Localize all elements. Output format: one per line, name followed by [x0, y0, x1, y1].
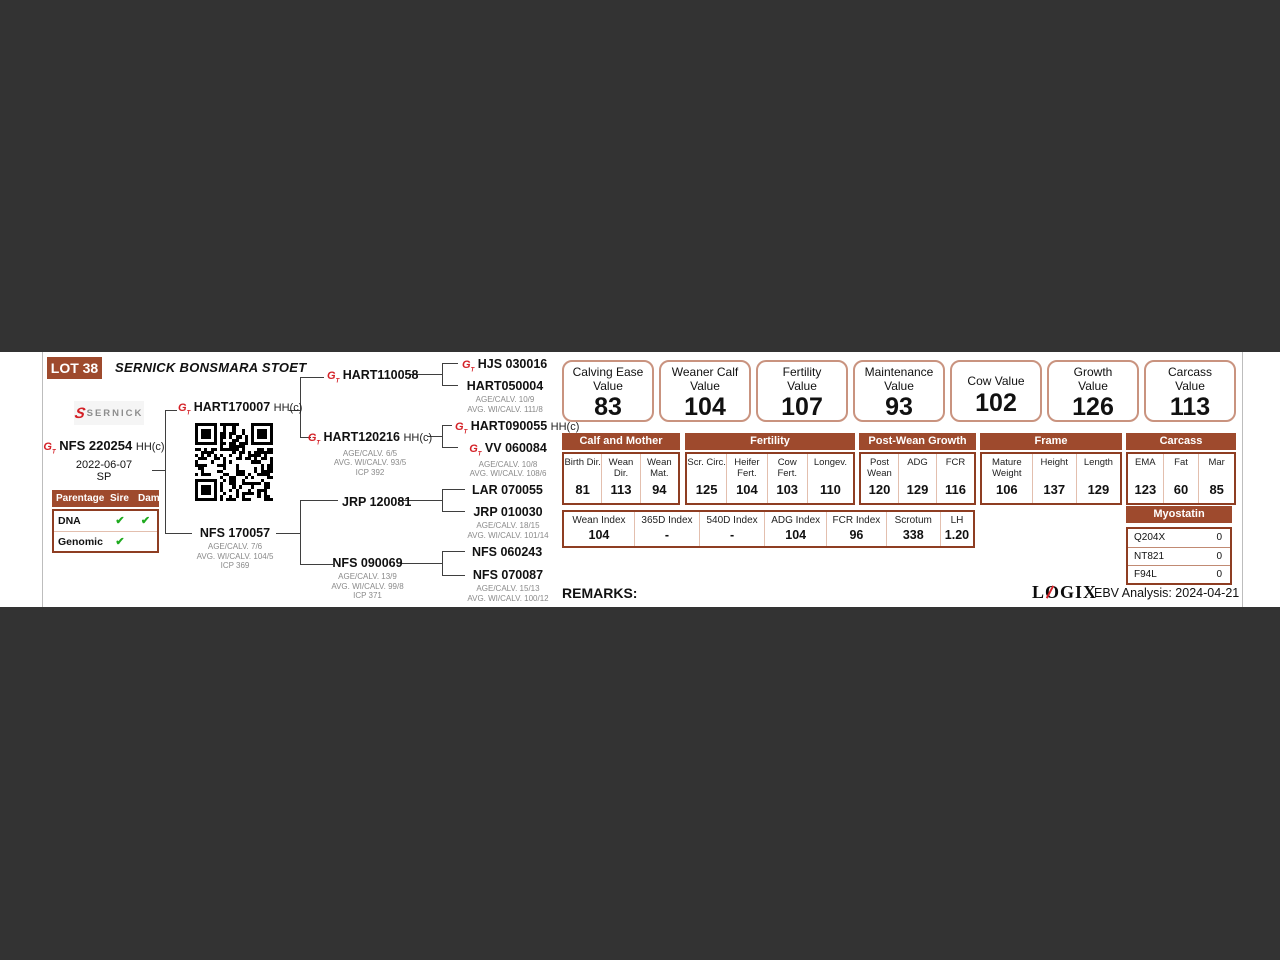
pedigree-dam: NFS 170057 AGE/CALV. 7/6 AVG. WI/CALV. 1…: [196, 526, 274, 570]
tree-line: [442, 363, 443, 386]
tree-line: [442, 425, 443, 448]
tree-line: [442, 363, 458, 364]
tree-line: [300, 500, 301, 565]
check-icon: ✔: [140, 515, 151, 527]
index-table: Wean Index 104 365D Index - 540D Index - AD…: [562, 510, 975, 548]
tree-line: [300, 377, 324, 378]
tree-line: [165, 533, 192, 534]
sernick-s-icon: S: [72, 404, 87, 422]
pedigree-sd: GT HART120216 HH(c) AGE/CALV. 6/5 AVG. W…: [307, 430, 433, 477]
tree-line: [442, 511, 465, 512]
tree-line: [400, 563, 442, 564]
tree-line: [276, 533, 300, 534]
tree-line: [398, 500, 442, 501]
tree-line: [165, 410, 166, 534]
card-left-border: [42, 352, 43, 607]
value-box-weaner-calf: Weaner Calf Value 104: [659, 360, 751, 422]
remarks-label: REMARKS:: [562, 585, 638, 601]
animal-reg-status: SP: [96, 470, 112, 483]
ebv-cells-frame: Mature Weight 106 Height 137 Length 129: [980, 452, 1122, 505]
tree-line: [300, 377, 301, 438]
myostatin-table: Q204X 0 NT821 0 F94L 0: [1126, 527, 1232, 585]
parentage-row-genomic: Genomic ✔: [54, 531, 157, 551]
tree-line: [300, 564, 333, 565]
tree-line: [165, 410, 177, 411]
animal-id: GT NFS 220254 HH(c): [43, 438, 165, 456]
value-box-calving-ease: Calving Ease Value 83: [562, 360, 654, 422]
value-box-cow: Cow Value 102: [950, 360, 1042, 422]
tree-line: [442, 447, 458, 448]
pedigree-ddd: NFS 070087 AGE/CALV. 15/13 AVG. WI/CALV.…: [467, 568, 549, 603]
tree-line: [442, 489, 443, 512]
tree-line: [410, 374, 442, 375]
tree-line: [152, 470, 165, 471]
tree-line: [442, 575, 465, 576]
value-box-fertility: Fertility Value 107: [756, 360, 848, 422]
farm-title: SERNICK BONSMARA STOET: [115, 360, 307, 375]
card-right-border: [1242, 352, 1243, 607]
tree-line: [300, 437, 311, 438]
tree-line: [442, 489, 465, 490]
tree-line: [300, 500, 338, 501]
sernick-wordmark: SERNICK: [86, 407, 144, 419]
genotyped-icon: GT: [455, 421, 468, 436]
tree-line: [442, 551, 465, 552]
value-box-maintenance: Maintenance Value 93: [853, 360, 945, 422]
ebv-cells-fertility: Scr. Circ. 125 Heifer Fert. 104 Cow Fert. 1…: [685, 452, 855, 505]
ebv-cells-carcass: EMA 123 Fat 60 Mar 85: [1126, 452, 1236, 505]
myostatin-row: Q204X 0: [1134, 532, 1222, 543]
ebv-cells-post-wean-growth: Post Wean 120 ADG 129 FCR 116: [859, 452, 976, 505]
pedigree-dd: NFS 090069 AGE/CALV. 13/9 AVG. WI/CALV. …: [331, 556, 404, 600]
tree-line: [442, 551, 443, 576]
genotyped-icon: GT: [178, 402, 191, 417]
sernick-logo: S SERNICK: [72, 401, 144, 425]
pedigree-sds: GT HART090055 HH(c): [455, 419, 580, 436]
ebv-header-calf-and-mother: Calf and Mother: [562, 433, 680, 450]
tree-line: [428, 436, 442, 437]
value-box-growth: Growth Value 126: [1047, 360, 1139, 422]
ebv-header-post-wean-growth: Post-Wean Growth: [859, 433, 976, 450]
tree-line: [289, 410, 300, 411]
genotyped-icon: GT: [462, 359, 475, 374]
qr-code: [195, 423, 273, 501]
pedigree-ds: JRP 120081: [342, 495, 412, 509]
animal-birthdate: 2022-06-07: [75, 458, 133, 471]
tree-line: [442, 385, 458, 386]
parentage-table: Parentage Sire Dam DNA ✔ ✔ Genomic ✔: [52, 490, 160, 553]
check-icon: ✔: [115, 535, 125, 548]
pedigree-ss: GT HART110058: [327, 368, 419, 385]
ebv-header-carcass: Carcass: [1126, 433, 1236, 450]
pedigree-sdd: GT VV 060084 AGE/CALV. 10/8 AVG. WI/CALV…: [469, 441, 547, 478]
genotyped-icon: GT: [43, 441, 56, 456]
ebv-header-frame: Frame: [980, 433, 1122, 450]
ebv-cells-calf-and-mother: Birth Dir. 81 Wean Dir. 113 Wean Mat. 94: [562, 452, 680, 505]
parentage-header: Parentage Sire Dam: [52, 490, 160, 507]
myostatin-row: NT821 0: [1128, 547, 1230, 565]
pedigree-sire: GT HART170007 HH(c): [178, 400, 303, 417]
genotyped-icon: GT: [307, 432, 321, 447]
myostatin-header: Myostatin: [1126, 506, 1232, 523]
pedigree-dds: NFS 060243: [472, 545, 543, 559]
ebv-header-fertility: Fertility: [685, 433, 855, 450]
genotyped-icon: GT: [469, 443, 482, 458]
check-icon: ✔: [115, 515, 125, 527]
myostatin-row: F94L 0: [1128, 565, 1230, 583]
pedigree-ssd: HART050004 AGE/CALV. 10/9 AVG. WI/CALV. …: [466, 379, 544, 414]
catalog-card: LOT 38 SERNICK BONSMARA STOET S SERNICK …: [0, 352, 1280, 607]
animal-identity: GT NFS 220254 HH(c) 2022-06-07 SP: [42, 438, 166, 483]
pedigree-dss: LAR 070055: [472, 483, 543, 497]
lot-badge: LOT 38: [47, 357, 102, 379]
parentage-row-dna: DNA ✔ ✔: [54, 511, 157, 531]
tree-line: [442, 425, 452, 426]
value-box-carcass: Carcass Value 113: [1144, 360, 1236, 422]
ebv-analysis-date: EBV Analysis: 2024-04-21: [1094, 586, 1240, 600]
pedigree-dsd: JRP 010030 AGE/CALV. 18/15 AVG. WI/CALV.…: [467, 505, 549, 540]
genotyped-icon: GT: [327, 370, 340, 385]
pedigree-sss: GT HJS 030016: [462, 357, 548, 374]
logix-logo: LOGIX: [1032, 582, 1098, 602]
